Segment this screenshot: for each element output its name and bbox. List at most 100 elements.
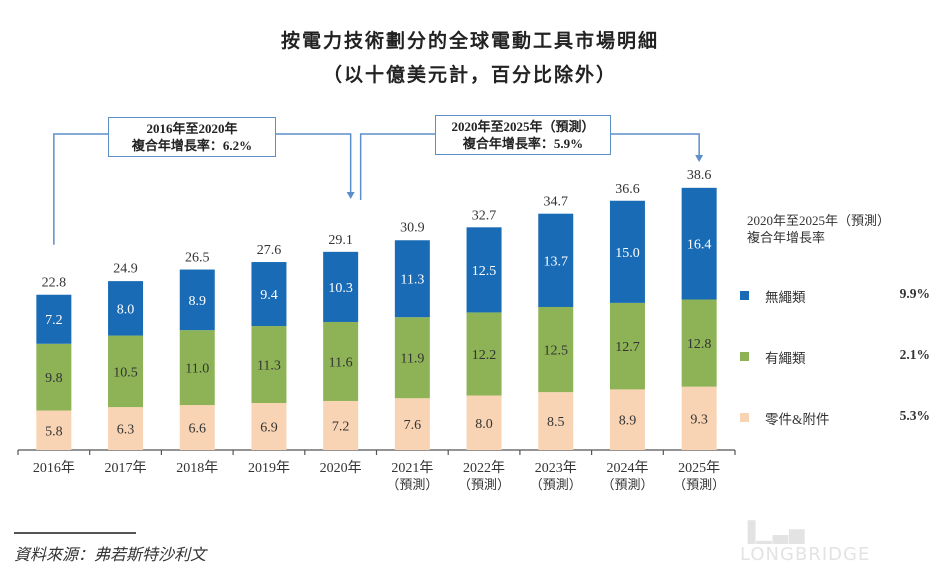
bar-total-label: 30.9	[400, 221, 425, 236]
bar-total-label: 38.6	[687, 168, 712, 183]
bar-segment	[681, 187, 717, 300]
bar-segment	[36, 294, 72, 344]
segment-value-label: 15.0	[615, 246, 640, 261]
x-tick-label: 2025年	[678, 460, 720, 476]
segment-value-label: 8.5	[547, 415, 565, 430]
cagr-bracket-line	[276, 133, 352, 193]
segment-value-label: 11.0	[185, 362, 209, 377]
segment-value-label: 11.3	[257, 359, 281, 374]
segment-value-label: 11.9	[400, 352, 424, 367]
cagr-period: 2020年至2025年（預測）	[451, 119, 595, 134]
segment-value-label: 10.5	[113, 365, 138, 380]
segment-value-label: 12.7	[615, 340, 640, 355]
bar-segment	[179, 269, 215, 331]
legend-cagr: 9.9%	[899, 286, 930, 301]
bar-segment	[466, 227, 502, 313]
x-tick-sublabel: （預測）	[386, 477, 438, 492]
cagr-arrow-icon	[346, 192, 355, 199]
bar-segment	[179, 330, 215, 406]
legend-label: 零件&附件	[765, 412, 830, 427]
bar-total-label: 22.8	[42, 276, 67, 291]
x-tick-sublabel: （預測）	[673, 477, 725, 492]
cagr-arrow-icon	[695, 155, 704, 162]
bar-segment	[394, 317, 430, 399]
bar-total-label: 27.6	[257, 243, 282, 258]
bar-segment	[681, 386, 717, 450]
x-tick-label: 2024年	[606, 460, 648, 476]
bar-segment	[251, 262, 287, 327]
x-tick-label: 2020年	[320, 460, 362, 476]
bar-segment	[538, 392, 574, 450]
bar-segment	[466, 312, 502, 396]
bar-segment	[323, 400, 359, 450]
source-divider	[14, 532, 136, 534]
x-tick-label: 2022年	[463, 460, 505, 476]
cagr-period: 2016年至2020年	[146, 121, 238, 136]
cagr-bracket-line	[53, 133, 108, 245]
watermark-logo-icon: ▐▁▃▅	[740, 520, 806, 544]
segment-value-label: 10.3	[328, 281, 353, 296]
bar-segment	[323, 321, 359, 401]
x-tick-label: 2021年	[391, 460, 433, 476]
bar-total-label: 34.7	[544, 195, 569, 210]
legend-label: 有繩類	[765, 351, 806, 366]
legend-swatch	[740, 291, 749, 300]
bar-segment	[609, 302, 645, 390]
legend-cagr: 5.3%	[899, 408, 930, 423]
cagr-bracket-line	[611, 133, 700, 156]
legend-heading-line1: 2020年至2025年（預測）	[747, 213, 891, 228]
segment-value-label: 12.5	[472, 264, 497, 279]
legend-swatch	[740, 352, 749, 361]
legend-label: 無繩類	[765, 290, 806, 305]
legend-swatch	[740, 413, 749, 422]
cagr-bracket-line	[359, 133, 435, 200]
bar-segment	[251, 326, 287, 404]
x-tick-sublabel: （預測）	[530, 477, 582, 492]
segment-value-label: 12.2	[472, 348, 497, 363]
segment-value-label: 5.8	[45, 424, 63, 439]
segment-value-label: 13.7	[544, 254, 569, 269]
segment-value-label: 6.6	[189, 422, 207, 437]
source-note: 資料來源：弗若斯特沙利文	[14, 547, 207, 564]
bar-segment	[681, 299, 717, 387]
bar-total-label: 24.9	[113, 261, 138, 276]
segment-value-label: 16.4	[687, 238, 712, 253]
segment-value-label: 9.4	[260, 288, 278, 303]
cagr-value: 複合年增長率：5.9%	[462, 136, 584, 151]
bar-segment	[394, 240, 430, 318]
x-tick-label: 2023年	[535, 460, 577, 476]
segment-value-label: 6.9	[260, 421, 278, 436]
bar-segment	[466, 395, 502, 450]
x-tick-label: 2019年	[248, 460, 290, 476]
cagr-annotation-2016-2020: 2016年至2020年 複合年增長率：6.2%	[108, 117, 276, 157]
segment-value-label: 6.3	[117, 423, 135, 438]
bar-segment	[323, 251, 359, 322]
bar-segment	[251, 403, 287, 450]
legend-heading: 2020年至2025年（預測） 複合年增長率	[747, 212, 890, 246]
bar-segment	[36, 410, 72, 450]
bar-segment	[609, 389, 645, 450]
bar-segment	[108, 281, 144, 336]
bar-total-label: 32.7	[472, 208, 497, 223]
segment-value-label: 12.8	[687, 337, 712, 352]
bar-total-label: 26.5	[185, 251, 210, 266]
cagr-annotation-2020-2025: 2020年至2025年（預測） 複合年增長率：5.9%	[435, 115, 611, 155]
x-tick-label: 2017年	[105, 460, 147, 476]
segment-value-label: 7.2	[332, 419, 350, 434]
bar-segment	[538, 213, 574, 307]
segment-value-label: 9.8	[45, 371, 63, 386]
legend-cagr: 2.1%	[899, 347, 930, 362]
bar-segment	[108, 335, 144, 408]
segment-value-label: 7.2	[45, 313, 63, 328]
bar-segment	[609, 200, 645, 303]
x-tick-label: 2016年	[33, 460, 75, 476]
cagr-value: 複合年增長率：6.2%	[131, 138, 253, 153]
segment-value-label: 11.3	[400, 273, 424, 288]
legend-heading-line2: 複合年增長率	[747, 230, 826, 245]
x-tick-label: 2018年	[176, 460, 218, 476]
x-tick-sublabel: （預測）	[601, 477, 653, 492]
segment-value-label: 8.0	[117, 302, 135, 317]
segment-value-label: 12.5	[544, 344, 569, 359]
segment-value-label: 7.6	[404, 418, 422, 433]
